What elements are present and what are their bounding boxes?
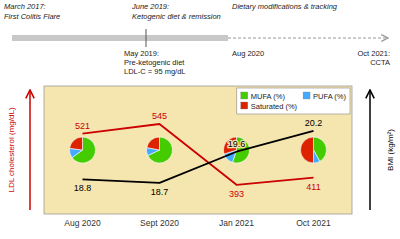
- timeline-marker: [146, 29, 147, 47]
- plot-frame: [44, 86, 352, 214]
- data-labels: 521 545 393 411 18.8 18.7 19.6 20.2: [74, 111, 323, 199]
- data-label: 20.2: [305, 118, 323, 128]
- x-tick-label: Jan 2021: [219, 218, 254, 228]
- pie-slice: [147, 137, 160, 150]
- legend-label: MUFA (%): [251, 92, 286, 101]
- y2-axis-label: BMI (kg/m²): [386, 129, 395, 171]
- legend-swatch: [241, 92, 248, 99]
- pie-slice: [314, 150, 320, 163]
- y2-axis-arrow: [369, 90, 371, 210]
- x-tick-label: Sept 2020: [140, 218, 179, 228]
- data-label: 393: [229, 189, 244, 199]
- lines: [83, 124, 314, 185]
- annotation: June 2019:: [131, 2, 169, 11]
- annotation: Aug 2020: [232, 49, 264, 58]
- annotation: May 2019:: [124, 49, 159, 58]
- legend-swatch: [241, 102, 248, 109]
- annotation: Pre-ketogenic diet: [124, 58, 185, 67]
- x-tick-label: Aug 2020: [64, 218, 101, 228]
- data-label: 18.7: [151, 187, 169, 197]
- x-tick-label: Oct 2021: [296, 218, 331, 228]
- legend: MUFA (%) PUFA (%) Saturated (%): [237, 88, 350, 114]
- series-line: [83, 124, 314, 185]
- legend-box: [237, 88, 350, 114]
- data-label: 521: [75, 121, 90, 131]
- pie-slice: [70, 137, 83, 150]
- annotation: Ketogenic diet & remission: [132, 12, 221, 21]
- legend-label: PUFA (%): [313, 92, 346, 101]
- timeline: March 2017:First Colitis Flare June 2019:…: [4, 2, 390, 76]
- series-line: [83, 131, 314, 183]
- annotation: First Colitis Flare: [4, 12, 60, 21]
- data-label: 545: [152, 111, 167, 121]
- annotation: CCTA: [370, 58, 390, 67]
- timeline-bar: [12, 35, 228, 41]
- chart: March 2017:First Colitis Flare June 2019:…: [0, 0, 400, 239]
- annotation: March 2017:: [4, 2, 46, 11]
- data-label: 19.6: [228, 139, 246, 149]
- timeline-future: [228, 37, 388, 38]
- annotation: LDL-C = 95 mg/dL: [124, 67, 186, 76]
- annotation: Oct 2021:: [357, 49, 390, 58]
- y-axis-arrow: [29, 90, 31, 210]
- y-axis-label: LDL cholesterol (mg/dL): [7, 107, 16, 192]
- legend-swatch: [303, 92, 310, 99]
- data-label: 411: [306, 182, 320, 192]
- annotation: Dietary modifications & tracking: [232, 2, 338, 11]
- pie-slice: [301, 137, 314, 163]
- pies: [70, 137, 327, 163]
- legend-label: Saturated (%): [251, 102, 298, 111]
- data-label: 18.8: [74, 183, 92, 193]
